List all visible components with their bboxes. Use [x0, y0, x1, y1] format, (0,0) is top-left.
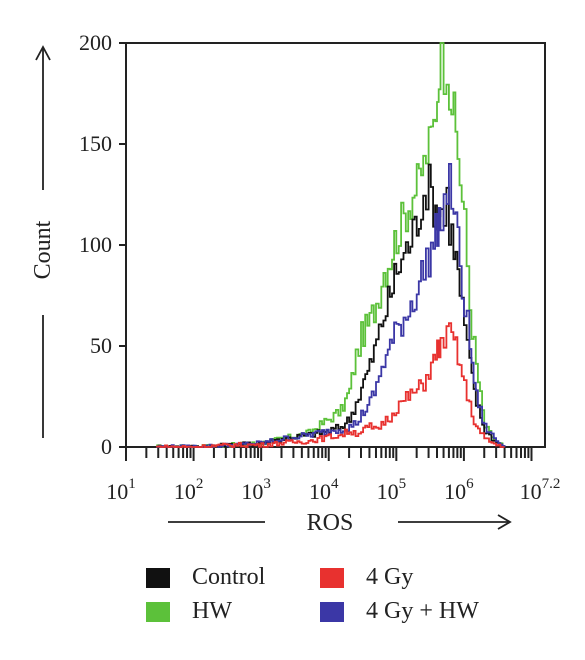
- x-tick-label: 107.2: [520, 476, 561, 504]
- x-tick-label: 101: [106, 476, 136, 504]
- legend-swatch-4gy: [320, 567, 344, 588]
- y-tick-label: 0: [101, 434, 112, 459]
- y-axis-title: Count: [30, 220, 56, 279]
- y-axis-arrowhead: [35, 45, 51, 61]
- legend-swatch-control: [146, 567, 170, 588]
- x-tick-label: 105: [377, 476, 407, 504]
- y-tick-label: 150: [79, 131, 112, 156]
- legend-label-control: Control: [192, 564, 266, 590]
- x-tick-label: 106: [444, 476, 474, 504]
- series-line-hw: [156, 42, 506, 448]
- x-tick-label: 104: [309, 476, 339, 504]
- y-tick-label: 50: [90, 333, 112, 358]
- legend-label-4gy-hw: 4 Gy + HW: [366, 598, 479, 624]
- legend-item-4gy: 4 Gy: [320, 564, 413, 591]
- x-tick-label: 103: [241, 476, 271, 504]
- plot-frame: [125, 42, 546, 448]
- legend-swatch-4gy-hw: [320, 601, 344, 622]
- legend-item-hw: HW: [146, 598, 232, 625]
- chart: 0 50 100 150 200 101 102 103 104 105 106 107.2 ROS Co…: [30, 30, 561, 536]
- legend-item-control: Control: [146, 564, 265, 591]
- legend-label-4gy: 4 Gy: [366, 564, 414, 590]
- y-tick-label: 100: [79, 232, 112, 257]
- x-tick-label: 102: [174, 476, 204, 504]
- series-line-4-gy: [156, 322, 505, 448]
- x-axis-title: ROS: [307, 510, 354, 536]
- series-line-4-gy-hw: [156, 163, 506, 448]
- legend-label-hw: HW: [192, 598, 232, 624]
- legend-item-4gy-hw: 4 Gy + HW: [320, 598, 479, 625]
- x-axis-arrowhead: [497, 514, 512, 530]
- y-tick-label: 200: [79, 30, 112, 55]
- series-line-control: [156, 163, 506, 448]
- legend-swatch-hw: [146, 601, 170, 622]
